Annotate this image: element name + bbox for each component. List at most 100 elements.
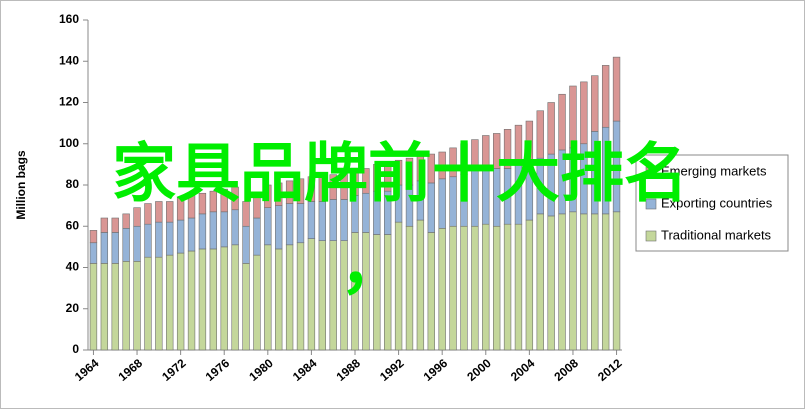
bar-segment xyxy=(166,201,174,223)
bar-segment xyxy=(144,223,152,258)
bar-segment xyxy=(471,225,479,351)
bar-segment xyxy=(373,164,381,192)
bar-segment xyxy=(89,230,98,244)
bar-segment xyxy=(155,256,163,351)
bar-segment xyxy=(405,157,414,186)
bar-segment xyxy=(133,261,141,351)
bar-segment xyxy=(307,176,316,202)
bar-segment xyxy=(471,139,479,171)
bar-segment xyxy=(220,188,228,213)
bar-segment xyxy=(427,153,435,184)
bar-segment xyxy=(351,170,359,196)
bar-segment xyxy=(242,201,250,227)
legend-box xyxy=(635,154,789,252)
bar-segment xyxy=(155,201,163,223)
bar-segment xyxy=(438,151,446,180)
bar-segment xyxy=(482,135,490,169)
bar-segment xyxy=(591,75,599,132)
bar-segment xyxy=(253,217,261,256)
bar-segment xyxy=(503,223,512,351)
y-tick-label: 140 xyxy=(59,53,79,67)
bar-segment xyxy=(340,172,348,200)
bar-segment xyxy=(155,221,163,258)
bar-segment xyxy=(242,263,250,351)
bar-segment xyxy=(111,232,119,264)
bar-segment xyxy=(569,85,577,149)
bar-segment xyxy=(100,263,109,351)
y-tick-label: 20 xyxy=(66,301,80,315)
bar-segment xyxy=(253,192,261,219)
bar-segment xyxy=(558,93,566,151)
bar-segment xyxy=(133,225,141,262)
bar-segment xyxy=(318,240,326,351)
bar-segment xyxy=(547,102,555,155)
bar-segment xyxy=(296,178,305,204)
bar-segment xyxy=(329,240,337,351)
bar-segment xyxy=(220,211,228,248)
bar-segment xyxy=(264,184,272,208)
bar-segment xyxy=(558,213,566,351)
bar-segment xyxy=(209,211,218,250)
bar-segment xyxy=(111,217,119,233)
legend-swatch xyxy=(645,198,657,210)
bar-segment xyxy=(275,248,283,351)
bar-segment xyxy=(601,65,610,128)
bar-segment xyxy=(133,207,141,227)
bar-segment xyxy=(460,143,468,175)
bar-segment xyxy=(209,190,218,213)
bar-segment xyxy=(285,244,294,351)
bar-segment xyxy=(525,120,534,161)
bar-segment xyxy=(514,124,523,165)
bar-segment xyxy=(492,225,501,351)
bar-segment xyxy=(100,217,109,233)
bar-segment xyxy=(264,207,272,246)
legend-label: Traditional markets xyxy=(661,227,772,242)
y-tick-label: 40 xyxy=(66,260,80,274)
y-axis-label: Million bags xyxy=(14,150,28,220)
bar-segment xyxy=(547,215,555,351)
bar-segment xyxy=(231,186,239,211)
y-tick-label: 60 xyxy=(66,218,80,232)
bar-segment xyxy=(166,221,174,256)
bar-segment xyxy=(416,155,425,182)
bar-segment xyxy=(536,110,544,159)
bar-segment xyxy=(384,162,392,192)
bar-segment xyxy=(176,219,185,254)
bar-segment xyxy=(253,254,261,351)
bar-segment xyxy=(122,261,130,351)
legend-label: Emerging markets xyxy=(661,163,767,178)
bar-segment xyxy=(580,81,588,145)
bar-segment xyxy=(525,219,534,351)
y-tick-label: 0 xyxy=(72,342,79,356)
bar-segment xyxy=(569,211,577,351)
bar-segment xyxy=(275,205,283,250)
bar-segment xyxy=(111,263,119,351)
bar-segment xyxy=(166,254,174,351)
bar-segment xyxy=(144,203,152,225)
bar-segment xyxy=(100,232,109,264)
bar-segment xyxy=(264,244,272,351)
bar-segment xyxy=(514,223,523,351)
bar-segment xyxy=(492,133,501,169)
bar-segment xyxy=(318,176,326,202)
bar-segment xyxy=(89,242,98,264)
y-tick-label: 160 xyxy=(59,12,79,26)
bar-segment xyxy=(209,248,218,351)
bar-segment xyxy=(394,159,403,186)
bar-segment xyxy=(187,250,196,351)
y-tick-label: 80 xyxy=(66,177,80,191)
bar-segment xyxy=(405,225,414,351)
bar-segment xyxy=(503,129,512,169)
bar-segment xyxy=(176,197,185,221)
bar-segment xyxy=(231,209,239,246)
bar-segment xyxy=(187,195,196,219)
bar-segment xyxy=(449,147,457,178)
bar-segment xyxy=(460,225,468,351)
bar-segment xyxy=(296,242,305,351)
bar-segment xyxy=(438,228,446,351)
bar-segment xyxy=(275,182,283,206)
bar-segment xyxy=(187,217,196,252)
y-tick-label: 100 xyxy=(59,136,79,150)
bar-segment xyxy=(231,244,239,351)
